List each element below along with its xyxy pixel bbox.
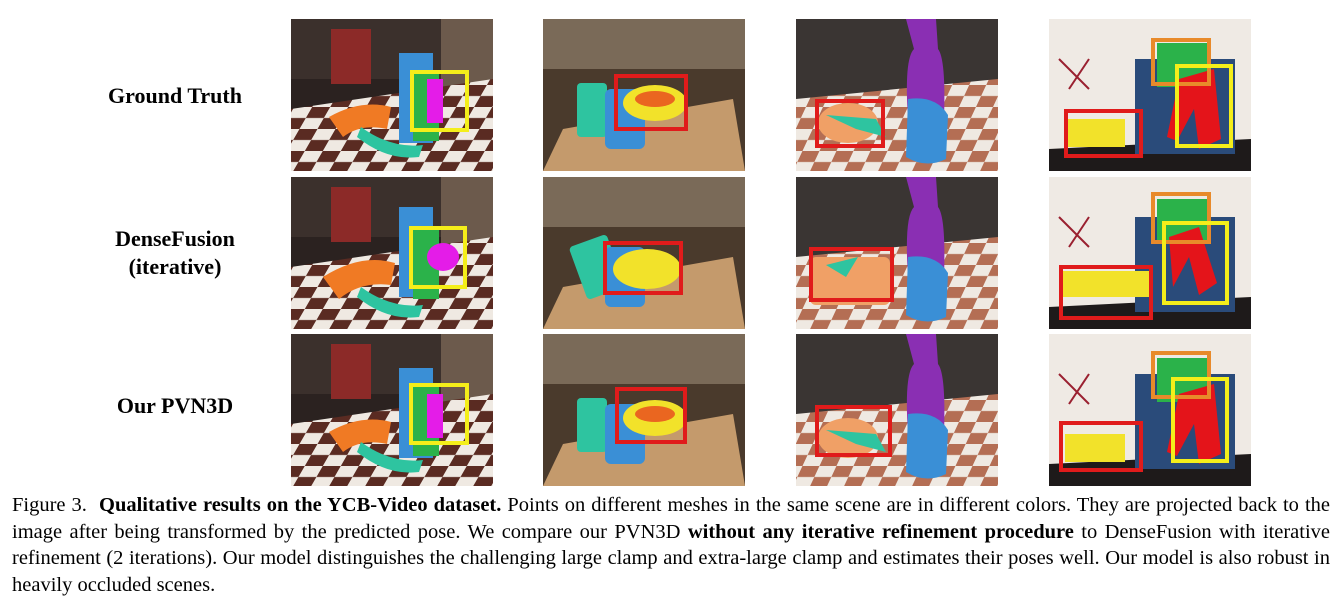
qualitative-results-figure: Ground Truth DenseFusion (iterative) Our… [108, 19, 1251, 486]
scene4-pvn3d-image [1049, 334, 1251, 486]
scene3-pvn3d-image [796, 334, 998, 486]
caption-title: Qualitative results on the YCB-Video dat… [99, 494, 502, 516]
scene4-densefusion-image [1049, 177, 1251, 329]
scene1-pvn3d-image [291, 334, 493, 486]
scene2-ground-truth-image [543, 19, 745, 171]
caption-text-2: to DenseFusion with iterative refinement… [12, 520, 1331, 596]
scene2-pvn3d-image [543, 334, 745, 486]
scene3-ground-truth-image [796, 19, 998, 171]
scene3-densefusion-image [796, 177, 998, 329]
caption-label: Figure 3. [12, 494, 87, 516]
row-label-ground-truth: Ground Truth [108, 83, 242, 108]
figure-caption: Figure 3. Qualitative results on the YCB… [12, 492, 1330, 598]
scene4-ground-truth-image [1049, 19, 1251, 171]
row-label-densefusion: DenseFusion (iterative) [115, 226, 235, 279]
row-label-pvn3d: Our PVN3D [116, 393, 234, 418]
scene1-ground-truth-image [291, 19, 493, 171]
caption-text-1: Points on different meshes in the same s… [12, 494, 1330, 543]
caption-emphasis: without any iterative refinement procedu… [687, 520, 1074, 543]
scene2-densefusion-image [543, 177, 745, 329]
scene1-densefusion-image [291, 177, 493, 329]
